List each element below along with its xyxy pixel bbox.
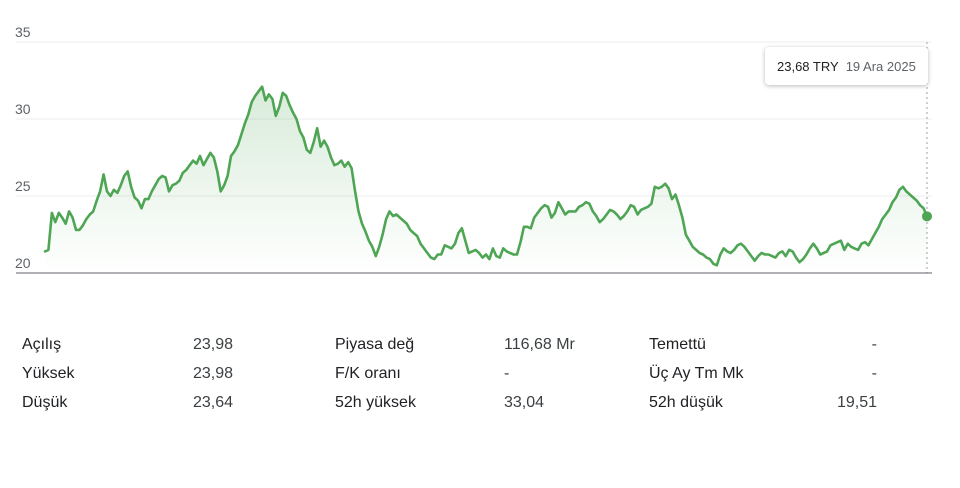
y-tick-label: 30 [15, 101, 31, 117]
stat-value-pe-ratio: - [504, 365, 510, 382]
price-line [43, 85, 929, 267]
stat-label-52w-low: 52h düşük [649, 394, 723, 411]
stat-value-52w-high: 33,04 [504, 394, 545, 411]
price-tooltip: 23,68 TRY 19 Ara 2025 [765, 47, 928, 85]
y-tick-label: 20 [15, 255, 31, 271]
stats-row: Yüksek 23,98 F/K oranı - Üç Ay Tm Mk - [22, 362, 922, 391]
y-tick-label: 25 [15, 178, 31, 194]
current-price-marker [922, 211, 932, 222]
stat-value-52w-low: 19,51 [836, 394, 877, 411]
stat-value-open: 23,98 [193, 336, 234, 353]
stats-row: Açılış 23,98 Piyasa değ 116,68 Mr Temett… [22, 333, 922, 362]
stats-row: Düşük 23,64 52h yüksek 33,04 52h düşük 1… [22, 391, 922, 420]
stat-label-high: Yüksek [22, 365, 75, 382]
key-stats-table: Açılış 23,98 Piyasa değ 116,68 Mr Temett… [22, 333, 922, 420]
stat-value-market-cap: 116,68 Mr [504, 336, 575, 353]
stat-label-quarterly-eps: Üç Ay Tm Mk [649, 365, 744, 382]
price-area-fill [45, 86, 927, 273]
stat-label-dividend: Temettü [649, 336, 706, 353]
stat-label-52w-high: 52h yüksek [335, 394, 416, 411]
stat-label-market-cap: Piyasa değ [335, 336, 415, 353]
stat-value-quarterly-eps: - [871, 365, 877, 382]
price-chart[interactable]: 20 25 30 35 [0, 0, 960, 300]
stat-value-high: 23,98 [193, 365, 234, 382]
stat-value-dividend: - [871, 336, 877, 353]
stat-label-low: Düşük [22, 394, 68, 411]
stat-value-low: 23,64 [193, 394, 234, 411]
stat-label-open: Açılış [22, 336, 62, 353]
tooltip-date: 19 Ara 2025 [845, 58, 916, 74]
tooltip-price: 23,68 TRY [777, 58, 839, 74]
y-tick-label: 35 [15, 24, 31, 40]
stat-label-pe-ratio: F/K oranı [335, 365, 401, 382]
